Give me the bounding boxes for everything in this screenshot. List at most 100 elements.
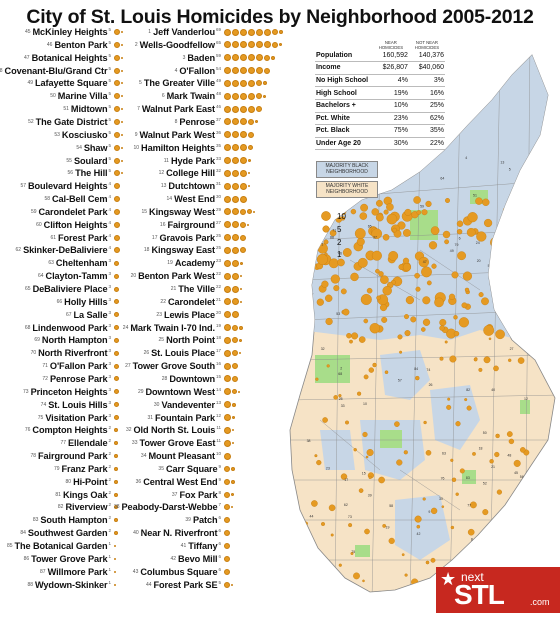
map-dot [467, 528, 475, 536]
map-number: 9 [428, 510, 430, 514]
map-number: 1 [321, 242, 323, 246]
map-dot [350, 272, 359, 282]
map-number: 45 [514, 471, 518, 475]
map-number: 77 [467, 504, 471, 508]
map-number: 42 [417, 532, 421, 536]
map-dot [346, 333, 352, 339]
map-number: 84 [414, 367, 418, 371]
map-dot [402, 263, 412, 272]
map-dot [308, 242, 314, 248]
map-number: 74 [426, 368, 430, 372]
map-number: 79 [455, 243, 459, 247]
map-dot [482, 198, 490, 207]
map-dot [423, 420, 427, 425]
map-number: 14 [312, 550, 316, 554]
map-dot [383, 209, 389, 215]
nextstl-logo[interactable]: ★ next STL .com [436, 567, 560, 613]
map-number: 83 [466, 476, 470, 480]
map-dot [298, 351, 304, 357]
legend-size-1: 1 [337, 250, 342, 259]
col-near-homicides: NEAR HOMICIDES [378, 39, 404, 50]
map-dot [422, 296, 431, 305]
map-dot [430, 557, 436, 563]
stats-not-near-value: 25% [408, 99, 445, 113]
map-dot [508, 438, 515, 445]
map-dot [449, 355, 457, 363]
map-dot [416, 524, 421, 529]
map-number: 7 [530, 305, 532, 309]
map-dot [450, 458, 454, 462]
legend-black-label: MAJORITY BLACK NEIGHBORHOOD [325, 163, 369, 175]
map-dot [445, 197, 451, 203]
map-dot [506, 431, 513, 437]
map-dot [536, 530, 540, 534]
map-dot [458, 317, 470, 328]
map-dot [382, 286, 392, 296]
map-dot [350, 552, 354, 556]
legend-dot-10 [321, 211, 331, 221]
map-number: 23 [326, 466, 330, 470]
map-dot [426, 280, 432, 286]
map-dot [354, 228, 366, 239]
map-dot [428, 241, 438, 250]
map-number: 66 [499, 267, 503, 271]
map-dot [380, 304, 388, 312]
map-dot [515, 201, 527, 213]
map-number: 58 [389, 504, 393, 508]
map-dot [489, 459, 494, 464]
map-number: 13 [500, 160, 504, 164]
map-dot [305, 206, 314, 215]
map-number: 81 [523, 289, 527, 293]
map-dot [467, 212, 478, 223]
map-number: 68 [338, 372, 342, 376]
map-number: 48 [507, 454, 511, 458]
stats-not-near-value: 22% [408, 137, 445, 151]
map-dot [513, 325, 524, 336]
map-dot [376, 295, 381, 301]
map-number: 5 [509, 167, 511, 171]
map-dot [418, 256, 429, 268]
map-dot [357, 391, 362, 396]
stats-near-value: 10% [372, 99, 409, 113]
map-number: 6 [459, 236, 461, 240]
stats-label: No High School [315, 74, 373, 88]
map-number: 2 [340, 366, 342, 370]
map-dot [507, 211, 517, 221]
map-dot [475, 197, 483, 205]
map-dot [388, 537, 395, 545]
map-number: 73 [348, 515, 352, 519]
map-number: 40 [491, 388, 495, 392]
map-number: 33 [341, 404, 345, 408]
map-dot [520, 447, 526, 453]
map-dot [494, 451, 500, 458]
map-number: 46 [338, 252, 342, 256]
map-dot [301, 234, 309, 243]
stats-label: High School [315, 86, 373, 100]
map-dot [371, 228, 383, 239]
map-dot [439, 325, 445, 331]
stats-near-value: $26,807 [372, 61, 409, 75]
map-number: 59 [420, 205, 424, 209]
map-dot [399, 350, 403, 354]
map-dot [444, 340, 448, 344]
map-dot [533, 510, 537, 513]
map-dot [341, 577, 345, 581]
map-dot [378, 476, 385, 484]
map-number: 55 [514, 232, 518, 236]
map-number: 47 [423, 260, 427, 264]
map-dot [302, 324, 309, 332]
stats-row: Income $26,807 $40,060 [315, 61, 445, 75]
map-number: 28 [389, 183, 393, 187]
map-dot [386, 213, 398, 225]
map-dot [473, 357, 478, 362]
map-number: 35 [494, 252, 498, 256]
map-dot [493, 365, 499, 372]
map-dot [456, 220, 464, 227]
map-dot [329, 229, 337, 237]
map-dot [321, 280, 329, 288]
map-number: 31 [514, 491, 518, 495]
map-dot [451, 271, 459, 279]
map-dot [384, 370, 389, 375]
map-dot [469, 501, 477, 509]
map-dot [431, 263, 437, 269]
